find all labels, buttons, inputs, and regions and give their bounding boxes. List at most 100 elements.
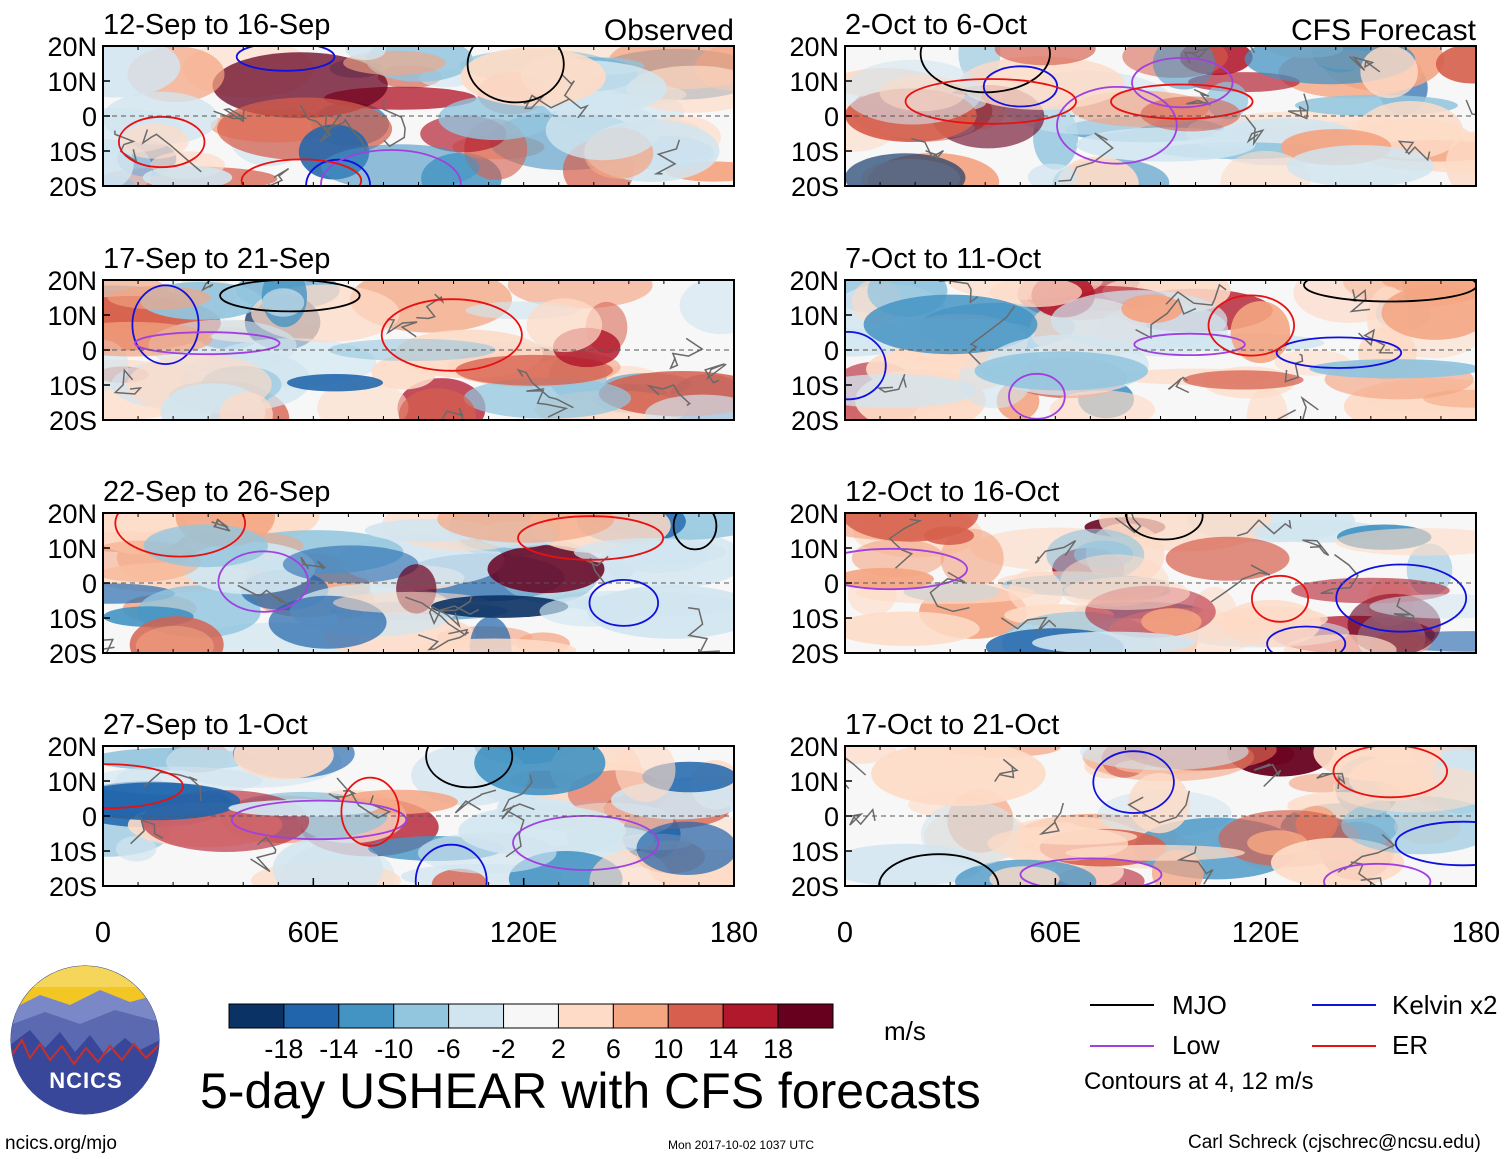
coastline xyxy=(1058,132,1114,182)
shear-anomaly-patch xyxy=(261,288,305,317)
coastline xyxy=(526,388,569,418)
x-tick-label: 60E xyxy=(288,917,340,949)
contour-kelvin-x2 xyxy=(845,331,887,401)
shear-anomaly-patch xyxy=(142,165,233,186)
y-tick-label: 10N xyxy=(789,767,839,797)
coastline xyxy=(1253,763,1282,788)
map-panel: 20N 10N 0 10S 20S 17-Oct to 21-Oct 0 60E 120E 180 xyxy=(789,709,1500,949)
shear-anomaly-patch xyxy=(573,537,727,567)
colorbar-label: 18 xyxy=(763,1034,793,1064)
colorbar-swatch xyxy=(667,1003,724,1029)
contour-low xyxy=(320,149,462,186)
panel-period-title: 27-Sep to 1-Oct xyxy=(103,709,308,741)
coastline xyxy=(1245,116,1265,147)
coastline xyxy=(1176,846,1214,885)
shear-anomaly-patch xyxy=(1341,796,1476,855)
footer-site: ncics.org/mjo xyxy=(5,1133,117,1154)
contour-er xyxy=(517,515,665,561)
coastline xyxy=(201,280,214,292)
y-tick-label: 20N xyxy=(47,266,97,296)
colorbar-swatch xyxy=(557,1003,614,1029)
shear-anomaly-patch xyxy=(103,321,213,357)
shear-anomaly-patch xyxy=(487,545,605,594)
shear-anomaly-patch xyxy=(645,394,734,420)
shear-anomaly-patch xyxy=(103,46,181,98)
coastline xyxy=(939,280,979,304)
contour-er xyxy=(1251,574,1310,623)
y-tick-label: 0 xyxy=(824,802,839,832)
shear-anomaly-patch xyxy=(1369,594,1476,619)
coastline xyxy=(646,384,691,406)
shear-anomaly-patch xyxy=(398,388,476,420)
shear-anomaly-patch xyxy=(989,866,1060,886)
coastline xyxy=(1358,328,1394,354)
shear-anomaly-patch xyxy=(115,836,157,862)
coastline xyxy=(417,631,470,651)
shear-anomaly-patch xyxy=(679,280,734,335)
y-tick-label: 10N xyxy=(47,534,97,564)
shear-anomaly-patch xyxy=(1128,773,1191,834)
contour-low xyxy=(1131,56,1234,109)
map-panel: 20N 10N 0 10S 20S 2-Oct to 6-Oct CFS Forecast xyxy=(789,9,1477,202)
coastline xyxy=(967,305,1016,365)
observed-header: Observed xyxy=(604,14,734,47)
panel-period-title: 17-Sep to 21-Sep xyxy=(103,243,330,275)
coastline xyxy=(929,571,970,613)
colorbar-label: -2 xyxy=(492,1034,516,1064)
y-tick-label: 0 xyxy=(824,569,839,599)
legend-label-low: Low xyxy=(1172,1030,1220,1060)
legend-line-kelvin xyxy=(1312,1004,1376,1006)
coastline xyxy=(1135,297,1197,340)
coastline xyxy=(585,555,609,585)
coastline xyxy=(299,104,341,143)
logo-text: NCICS xyxy=(49,1068,123,1093)
shear-anomaly-patch xyxy=(282,545,419,584)
colorbar-swatch xyxy=(722,1003,779,1029)
shear-anomaly-patch xyxy=(871,746,1046,807)
shear-anomaly-patch xyxy=(411,638,577,653)
x-tick-label: 60E xyxy=(1030,917,1082,949)
colorbar-label: 10 xyxy=(653,1034,683,1064)
legend-line-er xyxy=(1312,1045,1376,1047)
forecast-header: CFS Forecast xyxy=(1291,14,1477,47)
y-tick-label: 20S xyxy=(791,639,839,669)
coastline xyxy=(653,139,681,175)
colorbar-label: -6 xyxy=(437,1034,461,1064)
coastline xyxy=(1034,540,1077,564)
contour-note: Contours at 4, 12 m/s xyxy=(1084,1068,1314,1095)
contour-er xyxy=(240,158,363,186)
legend-label-er: ER xyxy=(1392,1030,1429,1060)
contour-low xyxy=(845,547,968,591)
coastline xyxy=(849,808,876,826)
contour-low xyxy=(1323,862,1432,886)
y-tick-label: 10N xyxy=(789,301,839,331)
y-tick-label: 0 xyxy=(824,102,839,132)
shear-anomaly-patch xyxy=(272,836,383,886)
contour-kelvin-x2 xyxy=(1092,750,1175,814)
y-tick-label: 10S xyxy=(49,137,97,167)
map-panel: 20N 10N 0 10S 20S 7-Oct to 11-Oct xyxy=(789,243,1477,436)
y-tick-label: 10S xyxy=(791,371,839,401)
panel-period-title: 2-Oct to 6-Oct xyxy=(845,9,1027,41)
footer-author: Carl Schreck (cjschrec@ncsu.edu) xyxy=(1188,1132,1481,1153)
legend-label-kelvin: Kelvin x2 xyxy=(1392,990,1498,1020)
y-tick-label: 20N xyxy=(47,32,97,62)
coastline xyxy=(416,293,445,320)
coastline xyxy=(382,100,406,148)
contour-er xyxy=(380,298,523,372)
map-panel: 20N 10N 0 10S 20S 12-Oct to 16-Oct xyxy=(789,476,1477,669)
contour-low xyxy=(217,550,309,613)
colorbar-label: 2 xyxy=(551,1034,566,1064)
panel-period-title: 12-Sep to 16-Sep xyxy=(103,9,330,41)
colorbar-label: -10 xyxy=(374,1034,413,1064)
shear-anomaly-patch xyxy=(845,153,966,186)
shear-anomaly-patch xyxy=(1140,96,1241,132)
contour-mjo xyxy=(219,280,361,313)
coastline xyxy=(300,556,326,570)
coastline xyxy=(454,789,497,814)
contour-mjo xyxy=(1125,513,1204,541)
contour-mjo xyxy=(466,46,565,104)
y-tick-label: 10S xyxy=(49,604,97,634)
contour-er xyxy=(103,763,184,810)
colorbar-swatch xyxy=(612,1003,669,1029)
